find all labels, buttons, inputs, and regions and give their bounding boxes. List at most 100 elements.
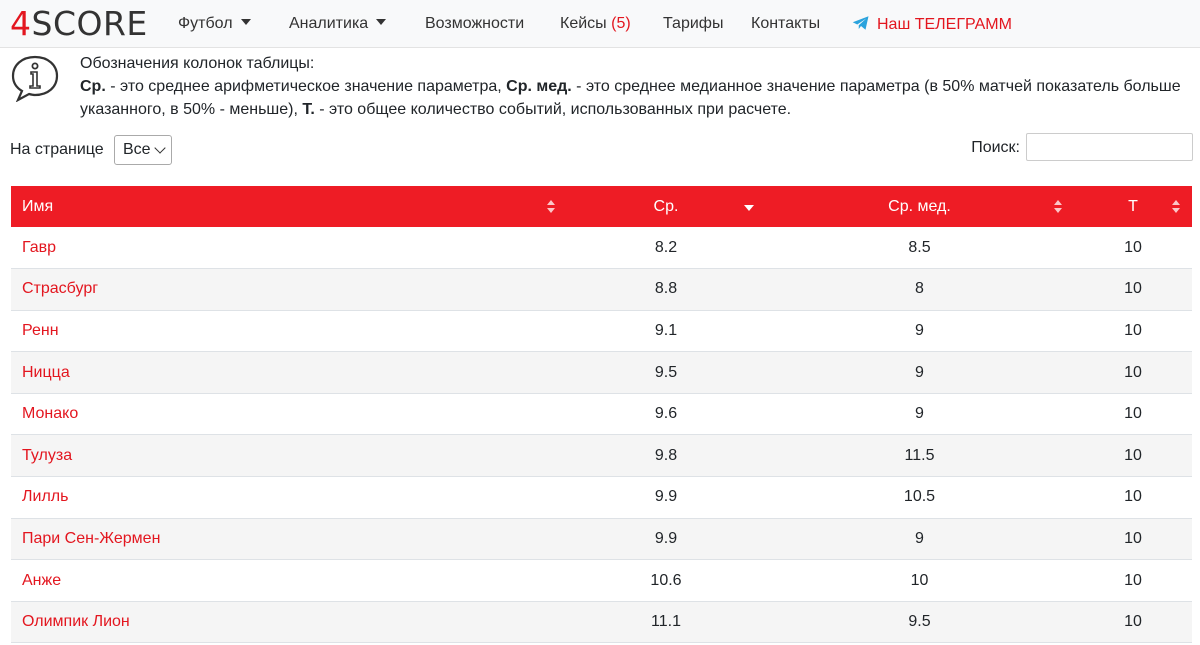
team-link[interactable]: Монако <box>22 405 79 423</box>
team-link[interactable]: Лилль <box>22 488 69 506</box>
info-icon <box>11 55 59 102</box>
cell-total: 10 <box>1124 321 1142 339</box>
team-link[interactable]: Олимпик Лион <box>22 613 130 631</box>
telegram-icon <box>852 16 869 30</box>
site-logo[interactable]: 4SCORE <box>10 6 148 42</box>
nav-item-pricing[interactable]: Тарифы <box>663 15 723 33</box>
cases-count-badge: (5) <box>611 15 631 32</box>
legend-body: Ср. - это среднее арифметическое значени… <box>80 75 1195 121</box>
caret-down-icon <box>376 19 387 25</box>
cell-median: 8 <box>915 280 924 298</box>
header-name[interactable]: Имя <box>11 186 567 227</box>
per-page-value: Все <box>123 141 151 158</box>
table-row: Лилль 9.9 10.5 10 <box>11 477 1192 519</box>
table-row: Страсбург 8.8 8 10 <box>11 268 1192 311</box>
cell-median: 9 <box>915 363 924 381</box>
cell-median: 9.5 <box>908 613 931 631</box>
nav-item-features[interactable]: Возможности <box>425 15 524 33</box>
table-row: Монако 9.6 9 10 <box>11 393 1192 435</box>
term-total: Т. <box>302 101 315 118</box>
cell-avg: 9.6 <box>654 405 678 423</box>
header-median[interactable]: Ср. мед. <box>765 186 1074 227</box>
cell-total: 10 <box>1124 613 1142 631</box>
header-label: Ср. <box>653 197 679 215</box>
sort-desc-icon <box>744 200 754 213</box>
team-link[interactable]: Ницца <box>22 363 70 381</box>
nav-item-label: Контакты <box>751 15 821 32</box>
cell-total: 10 <box>1124 571 1142 589</box>
cell-avg: 9.9 <box>654 529 678 547</box>
cell-median: 10.5 <box>903 488 936 506</box>
search-input[interactable] <box>1026 133 1193 161</box>
cell-avg: 10.6 <box>650 571 682 589</box>
nav-item-telegram[interactable]: Наш ТЕЛЕГРАММ <box>852 15 1012 34</box>
cell-avg: 9.9 <box>654 488 678 506</box>
cell-median: 9 <box>915 321 924 339</box>
nav-item-label: Возможности <box>425 15 525 32</box>
nav-item-contacts[interactable]: Контакты <box>751 15 820 33</box>
team-link[interactable]: Анже <box>22 571 62 589</box>
cell-median: 9 <box>915 529 924 547</box>
cell-total: 10 <box>1124 446 1142 464</box>
team-link[interactable]: Гавр <box>22 238 57 256</box>
sort-icon <box>1172 200 1180 213</box>
sort-icon <box>1054 200 1062 213</box>
nav-item-analytics[interactable]: Аналитика <box>289 15 387 33</box>
nav-item-label: Кейсы <box>560 15 607 32</box>
logo-prefix: 4 <box>10 4 32 43</box>
cell-median: 9 <box>915 405 924 423</box>
nav-item-label: Тарифы <box>663 15 724 32</box>
nav-item-football[interactable]: Футбол <box>178 15 251 33</box>
cell-total: 10 <box>1124 405 1142 423</box>
cell-avg: 9.1 <box>654 321 678 339</box>
team-link[interactable]: Пари Сен-Жермен <box>22 529 161 547</box>
cell-median: 10 <box>910 571 929 589</box>
table-row: Тулуза 9.8 11.5 10 <box>11 434 1192 477</box>
telegram-label: Наш ТЕЛЕГРАММ <box>877 16 1012 33</box>
team-link[interactable]: Ренн <box>22 321 59 339</box>
cell-median: 11.5 <box>904 446 935 464</box>
cell-avg: 9.5 <box>654 363 678 381</box>
logo-text: SCORE <box>31 4 148 43</box>
per-page-label: На странице <box>10 141 104 158</box>
table-row: Ницца 9.5 9 10 <box>11 351 1192 394</box>
nav-item-cases[interactable]: Кейсы (5) <box>560 15 631 33</box>
cell-total: 10 <box>1124 280 1142 298</box>
table-row: Анже 10.6 10 10 <box>11 560 1192 602</box>
cell-avg: 11.1 <box>651 613 681 631</box>
desc-total: - это общее количество событий, использо… <box>314 101 792 118</box>
legend-title: Обозначения колонок таблицы: <box>80 55 315 72</box>
desc-avg: - это среднее арифметическое значение па… <box>105 78 507 95</box>
sort-icon <box>547 200 555 213</box>
table-row: Пари Сен-Жермен 9.9 9 10 <box>11 518 1192 560</box>
team-link[interactable]: Страсбург <box>22 280 99 298</box>
cell-total: 10 <box>1124 529 1142 547</box>
table-header-row: Имя Ср. Ср. мед. Т <box>11 186 1192 227</box>
header-total[interactable]: Т <box>1074 186 1192 227</box>
header-label: Т <box>1128 197 1138 215</box>
desc-median: - это среднее медианное значение парамет… <box>80 78 1181 118</box>
navbar: 4SCORE Футбол Аналитика Возможности Кейс… <box>0 0 1200 48</box>
term-avg: Ср. <box>80 78 106 95</box>
stats-table: Имя Ср. Ср. мед. Т Гавр 8.2 8.5 10 Страсбур… <box>11 186 1192 643</box>
caret-down-icon <box>240 19 251 25</box>
table-row: Ренн 9.1 9 10 <box>11 310 1192 352</box>
header-label: Ср. мед. <box>888 197 951 215</box>
per-page-select[interactable]: Все <box>114 135 172 165</box>
cell-avg: 8.8 <box>654 280 678 298</box>
search-label: Поиск: <box>971 139 1020 156</box>
cell-total: 10 <box>1124 238 1142 256</box>
table-row: Гавр 8.2 8.5 10 <box>11 227 1192 269</box>
cell-avg: 9.8 <box>654 446 678 464</box>
nav-item-label: Футбол <box>178 15 233 32</box>
legend-text: Обозначения колонок таблицы: Ср. - это с… <box>80 52 1195 121</box>
header-label: Имя <box>22 197 54 215</box>
cell-total: 10 <box>1124 363 1142 381</box>
nav-item-label: Аналитика <box>289 15 369 32</box>
team-link[interactable]: Тулуза <box>22 446 73 464</box>
table-controls: На странице Все Поиск: <box>10 133 1193 167</box>
table-row: Олимпик Лион 11.1 9.5 10 <box>11 601 1192 643</box>
header-avg[interactable]: Ср. <box>567 186 765 227</box>
cell-median: 8.5 <box>908 238 931 256</box>
cell-total: 10 <box>1124 488 1142 506</box>
